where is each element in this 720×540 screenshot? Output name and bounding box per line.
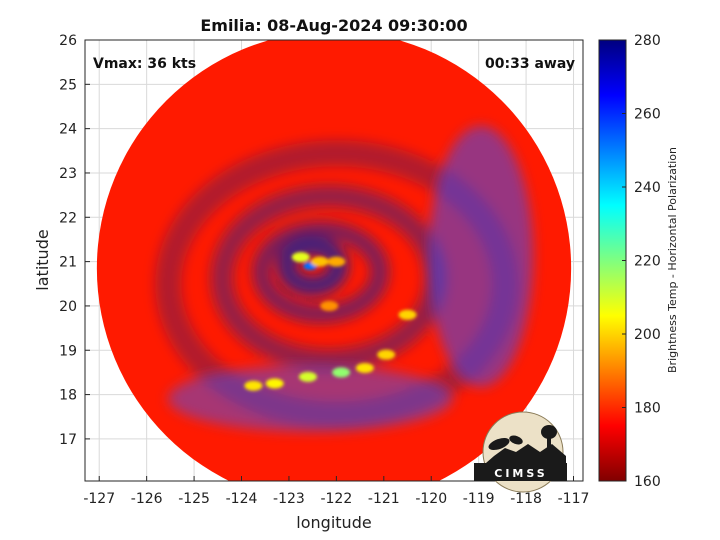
cimss-logo: CIMSS <box>474 411 567 493</box>
chart-title: Emilia: 08-Aug-2024 09:30:00 <box>200 16 467 35</box>
tb-feature <box>398 309 417 320</box>
outer-band-bright <box>428 125 534 387</box>
colorbar-tick-label: 260 <box>634 107 661 123</box>
colorbar-tick-label: 160 <box>634 474 661 490</box>
x-tick-label: -117 <box>558 491 590 507</box>
convective-features <box>244 252 417 391</box>
colorbar-tick-label: 220 <box>634 254 661 270</box>
x-tick-label: -125 <box>178 491 210 507</box>
y-tick-label: 20 <box>59 299 77 315</box>
x-tick-label: -119 <box>463 491 495 507</box>
x-tick-label: -118 <box>510 491 542 507</box>
x-tick-label: -121 <box>368 491 400 507</box>
y-tick-label: 24 <box>59 122 77 138</box>
tb-feature <box>291 252 310 263</box>
vmax-annotation: Vmax: 36 kts <box>93 56 196 72</box>
x-axis-label: longitude <box>296 513 371 532</box>
rainband-ring <box>252 220 389 324</box>
y-tick-label: 19 <box>59 343 77 359</box>
tb-feature <box>327 256 346 267</box>
colorbar-tick-label: 240 <box>634 180 661 196</box>
time-offset-annotation: 00:33 away <box>485 56 575 72</box>
tb-feature <box>355 362 374 373</box>
x-tick-label: -120 <box>415 491 447 507</box>
colorbar-tick-label: 180 <box>634 401 661 417</box>
colorbar: 160 180 200 220 240 260 280 Brightness Temp - … <box>598 33 679 490</box>
y-tick-label: 22 <box>59 210 77 226</box>
x-tick-label: -122 <box>320 491 352 507</box>
tb-feature <box>310 256 329 267</box>
y-tick-label: 18 <box>59 388 77 404</box>
tb-feature <box>244 380 263 391</box>
x-tick-label: -123 <box>273 491 305 507</box>
y-tick-label: 25 <box>59 77 77 93</box>
logo-text: CIMSS <box>494 467 547 480</box>
x-axis-ticks: -127 -126 -125 -124 -123 -122 -121 -120 -119 -118… <box>83 476 589 507</box>
tb-feature <box>377 349 396 360</box>
tb-feature <box>320 300 339 311</box>
brightness-temp-field <box>96 40 572 481</box>
y-tick-label: 21 <box>59 255 77 271</box>
plot-frame <box>84 39 584 482</box>
tb-feature <box>265 378 284 389</box>
y-axis-ticks: 17 18 19 20 21 22 23 24 25 26 <box>59 33 90 448</box>
tb-feature <box>298 371 317 382</box>
y-tick-label: 23 <box>59 166 77 182</box>
y-axis-label: latitude <box>33 229 52 290</box>
y-tick-label: 17 <box>59 432 77 448</box>
x-tick-label: -126 <box>131 491 163 507</box>
colorbar-gradient <box>598 39 627 482</box>
tb-feature <box>332 367 351 378</box>
x-tick-label: -124 <box>226 491 258 507</box>
y-tick-label: 26 <box>59 33 77 49</box>
colorbar-ticks: 160 180 200 220 240 260 280 <box>622 33 661 490</box>
southern-band-bright <box>167 365 453 432</box>
x-tick-label: -127 <box>83 491 115 507</box>
colorbar-tick-label: 200 <box>634 327 661 343</box>
colorbar-tick-label: 280 <box>634 33 661 49</box>
colorbar-label: Brightness Temp - Horizontal Polarizatio… <box>666 147 679 373</box>
